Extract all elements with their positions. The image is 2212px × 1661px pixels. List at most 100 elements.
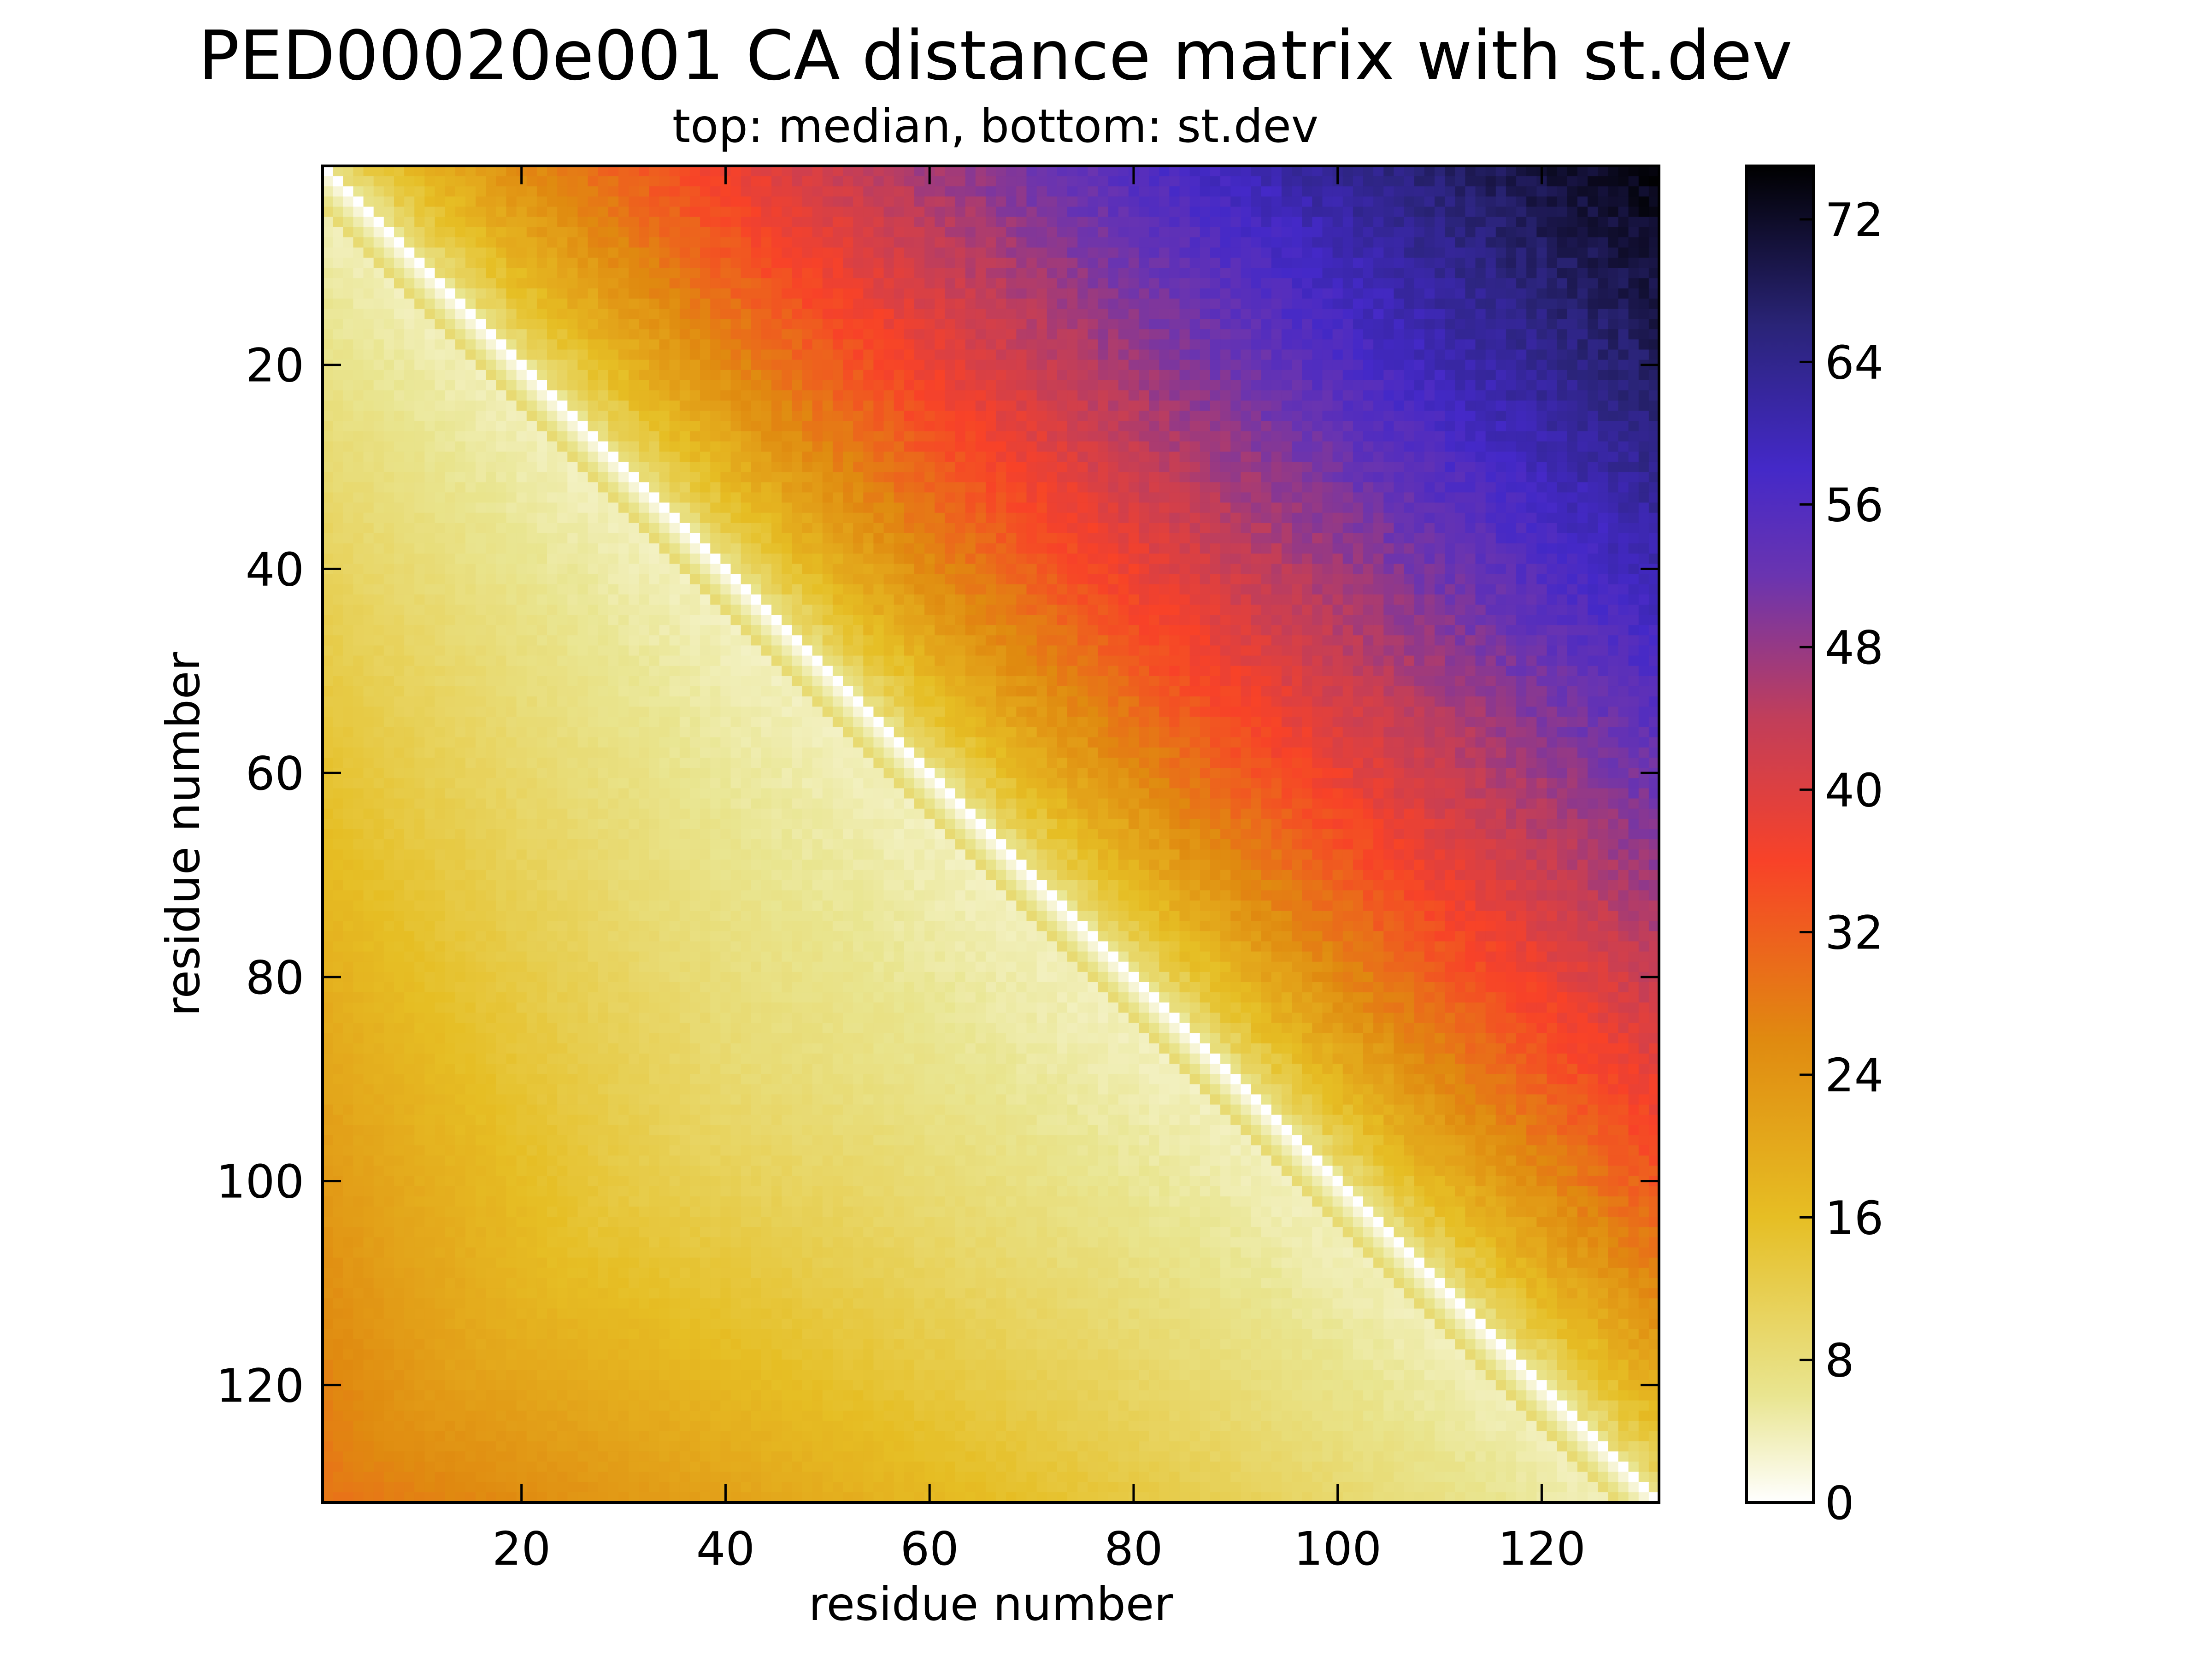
heatmap-cell — [1159, 512, 1170, 524]
heatmap-cell — [945, 421, 956, 432]
heatmap-cell — [1108, 268, 1119, 279]
heatmap-cell — [394, 268, 405, 279]
heatmap-cell — [782, 421, 792, 432]
heatmap-cell — [323, 268, 333, 279]
heatmap-cell — [1006, 461, 1017, 472]
heatmap-cell — [924, 543, 935, 554]
heatmap-cell — [343, 380, 354, 391]
heatmap-cell — [526, 298, 537, 309]
heatmap-cell — [1006, 380, 1017, 391]
heatmap-cell — [1414, 401, 1425, 411]
heatmap-cell — [741, 196, 752, 207]
heatmap-cell — [720, 319, 731, 330]
heatmap-cell — [802, 268, 813, 279]
heatmap-cell — [1495, 319, 1506, 330]
heatmap-cell — [1342, 339, 1353, 350]
heatmap-cell — [689, 492, 700, 503]
heatmap-cell — [741, 359, 752, 371]
heatmap-cell — [383, 472, 394, 483]
heatmap-cell — [802, 502, 813, 513]
heatmap-cell — [333, 411, 343, 422]
heatmap-cell — [629, 482, 639, 493]
heatmap-cell — [1210, 288, 1221, 299]
heatmap-cell — [1261, 319, 1272, 330]
heatmap-cell — [863, 227, 874, 238]
heatmap-cell — [536, 247, 547, 258]
heatmap-cell — [924, 359, 935, 371]
heatmap-cell — [1577, 288, 1588, 299]
heatmap-cell — [608, 441, 619, 452]
heatmap-cell — [1414, 370, 1425, 381]
heatmap-cell — [1547, 196, 1558, 207]
heatmap-cell — [1506, 411, 1517, 422]
heatmap-cell — [1006, 258, 1017, 268]
heatmap-cell — [435, 308, 446, 319]
heatmap-cell — [506, 288, 517, 299]
heatmap-cell — [1363, 512, 1374, 524]
heatmap-cell — [1536, 359, 1547, 371]
heatmap-cell — [792, 472, 803, 483]
heatmap-cell — [435, 492, 446, 503]
heatmap-cell — [1210, 237, 1221, 248]
heatmap-cell — [659, 421, 670, 432]
heatmap-cell — [914, 186, 925, 197]
heatmap-cell — [486, 492, 496, 503]
heatmap-cell — [1271, 512, 1282, 524]
heatmap-cell — [1241, 217, 1252, 228]
heatmap-cell — [894, 431, 905, 442]
heatmap-cell — [506, 390, 517, 401]
heatmap-cell — [1281, 482, 1292, 493]
heatmap-cell — [394, 206, 405, 218]
heatmap-cell — [1547, 502, 1558, 513]
heatmap-cell — [1322, 349, 1333, 360]
heatmap-cell — [639, 288, 649, 299]
heatmap-cell — [1414, 543, 1425, 554]
heatmap-cell — [1536, 411, 1547, 422]
heatmap-cell — [955, 339, 966, 350]
heatmap-cell — [1241, 502, 1252, 513]
heatmap-cell — [1118, 523, 1129, 534]
heatmap-cell — [679, 472, 690, 483]
heatmap-cell — [455, 482, 466, 493]
heatmap-cell — [1342, 502, 1353, 513]
heatmap-cell — [1648, 441, 1659, 452]
heatmap-cell — [353, 186, 364, 197]
heatmap-cell — [659, 288, 670, 299]
heatmap-cell — [1383, 431, 1394, 442]
heatmap-cell — [1292, 359, 1302, 371]
heatmap-cell — [720, 401, 731, 411]
heatmap-cell — [547, 176, 558, 187]
heatmap-cell — [516, 298, 527, 309]
heatmap-cell — [1485, 359, 1496, 371]
heatmap-cell — [608, 176, 619, 187]
heatmap-cell — [1598, 411, 1608, 422]
heatmap-cell — [1342, 441, 1353, 452]
heatmap-cell — [935, 258, 945, 268]
heatmap-cell — [1098, 308, 1109, 319]
heatmap-cell — [1404, 421, 1415, 432]
heatmap-cell — [955, 401, 966, 411]
heatmap-cell — [935, 268, 945, 279]
heatmap-cell — [435, 512, 446, 524]
heatmap-cell — [1241, 298, 1252, 309]
heatmap-cell — [720, 390, 731, 401]
heatmap-cell — [496, 502, 507, 513]
heatmap-cell — [526, 390, 537, 401]
heatmap-cell — [863, 329, 874, 340]
heatmap-cell — [1189, 319, 1200, 330]
heatmap-cell — [1577, 278, 1588, 289]
heatmap-cell — [1220, 401, 1231, 411]
heatmap-cell — [598, 196, 609, 207]
heatmap-cell — [486, 268, 496, 279]
heatmap-cell — [639, 237, 649, 248]
heatmap-cell — [1047, 533, 1058, 544]
heatmap-cell — [700, 411, 711, 422]
heatmap-cell — [323, 278, 333, 289]
heatmap-cell — [435, 349, 446, 360]
heatmap-cell — [1128, 502, 1139, 513]
heatmap-cell — [629, 359, 639, 371]
heatmap-cell — [1230, 431, 1241, 442]
heatmap-cell — [1638, 451, 1649, 462]
heatmap-cell — [343, 441, 354, 452]
heatmap-cell — [782, 512, 792, 524]
